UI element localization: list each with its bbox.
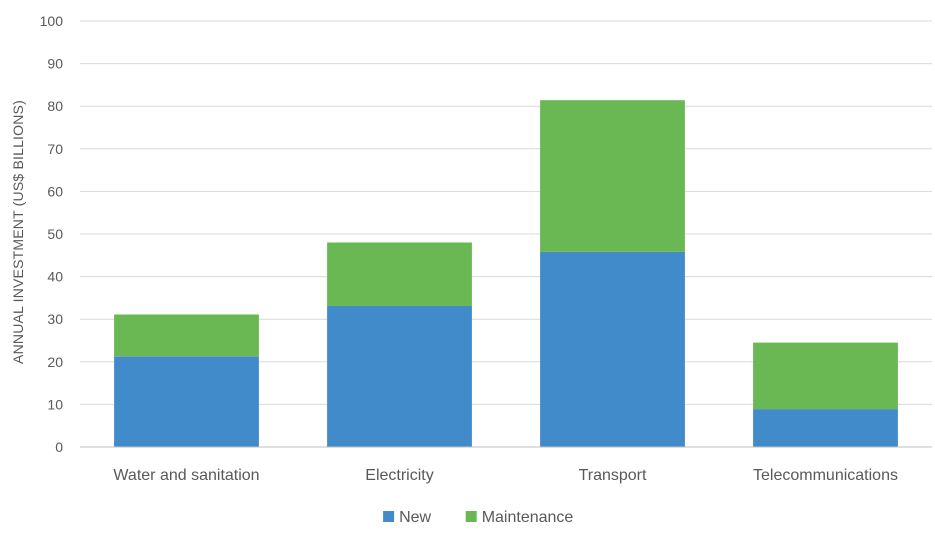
x-tick-label: Electricity xyxy=(365,467,433,484)
y-tick-label: 10 xyxy=(47,396,63,412)
y-tick-label: 40 xyxy=(47,269,63,285)
bar-new-1 xyxy=(114,356,259,447)
bar-maintenance-2 xyxy=(327,242,472,306)
legend-swatch-new xyxy=(383,511,395,522)
y-tick-label: 70 xyxy=(47,141,63,157)
x-tick-label: Water and sanitation xyxy=(113,467,259,484)
axes: 0 10 20 30 40 50 60 70 80 90 100 Water and sanitati… xyxy=(40,13,932,484)
bar-new-2 xyxy=(327,306,472,447)
legend-label-new: New xyxy=(399,509,431,526)
bar-new-4 xyxy=(753,409,898,447)
bar-maintenance-4 xyxy=(753,342,898,410)
y-tick-label: 0 xyxy=(55,439,63,455)
y-axis-label: ANNUAL INVESTMENT (US$ BILLIONS) xyxy=(10,100,26,364)
y-tick-label: 20 xyxy=(47,354,63,370)
bar-maintenance-1 xyxy=(114,314,259,357)
y-tick-label: 80 xyxy=(47,98,63,114)
legend-label-maintenance: Maintenance xyxy=(482,509,574,526)
bars xyxy=(114,100,898,447)
bar-maintenance-3 xyxy=(540,100,685,252)
y-tick-label: 100 xyxy=(40,13,64,29)
y-tick-label: 60 xyxy=(47,183,63,199)
x-tick-label: Telecommunications xyxy=(753,467,898,484)
bar-new-3 xyxy=(540,251,685,447)
legend: New Maintenance xyxy=(383,509,573,526)
x-tick-label: Transport xyxy=(579,467,647,484)
y-tick-label: 30 xyxy=(47,311,63,327)
legend-swatch-maintenance xyxy=(465,511,477,522)
y-tick-label: 50 xyxy=(47,226,63,242)
y-tick-label: 90 xyxy=(47,56,63,72)
